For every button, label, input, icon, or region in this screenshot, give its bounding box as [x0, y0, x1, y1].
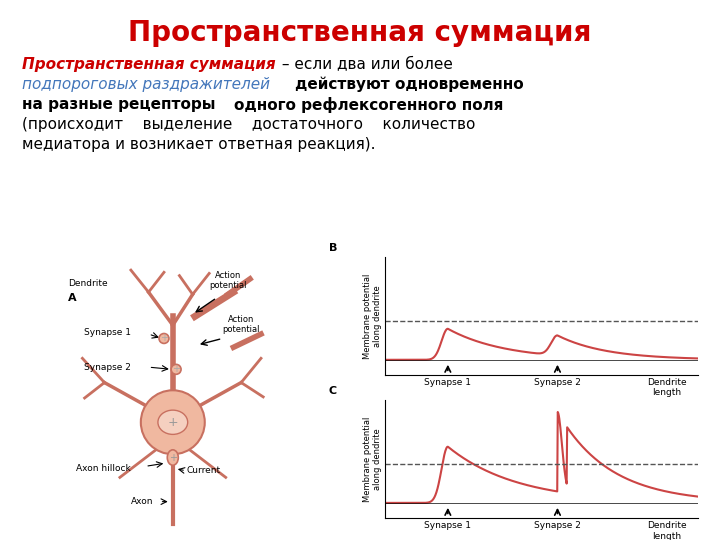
Text: Synapse 2: Synapse 2	[84, 363, 131, 372]
Ellipse shape	[158, 410, 188, 434]
Text: на разные рецепторы: на разные рецепторы	[22, 97, 220, 112]
Text: +: +	[172, 364, 180, 374]
Text: +: +	[168, 453, 177, 463]
Text: (происходит    выделение    достаточного    количество: (происходит выделение достаточного колич…	[22, 117, 475, 132]
Y-axis label: Membrane potential
along dendrite: Membrane potential along dendrite	[363, 273, 382, 359]
Text: C: C	[329, 386, 337, 396]
Circle shape	[159, 334, 169, 343]
Text: Action
potential: Action potential	[222, 315, 260, 334]
Text: Synapse 1: Synapse 1	[84, 328, 131, 338]
Text: Current: Current	[186, 466, 220, 475]
Text: +: +	[160, 334, 168, 343]
Text: Axon: Axon	[130, 497, 153, 506]
Text: подпороговых раздражителей: подпороговых раздражителей	[22, 77, 269, 92]
Ellipse shape	[167, 450, 179, 465]
Text: Dendrite: Dendrite	[68, 279, 108, 288]
Text: Action
potential: Action potential	[210, 271, 247, 290]
Text: B: B	[329, 242, 337, 253]
Text: A: A	[68, 293, 77, 303]
Text: Axon hillock: Axon hillock	[76, 464, 131, 473]
Text: Пространственная суммация: Пространственная суммация	[22, 57, 275, 72]
Y-axis label: Membrane potential
along dendrite: Membrane potential along dendrite	[363, 416, 382, 502]
Text: – если два или более: – если два или более	[277, 57, 453, 72]
Text: +: +	[168, 416, 178, 429]
Text: одного рефлексогенного поля: одного рефлексогенного поля	[234, 97, 503, 113]
Ellipse shape	[141, 390, 204, 454]
Text: действуют одновременно: действуют одновременно	[295, 77, 524, 92]
Text: Пространственная суммация: Пространственная суммация	[128, 19, 592, 47]
Text: медиатора и возникает ответная реакция).: медиатора и возникает ответная реакция).	[22, 137, 375, 152]
Circle shape	[171, 364, 181, 374]
